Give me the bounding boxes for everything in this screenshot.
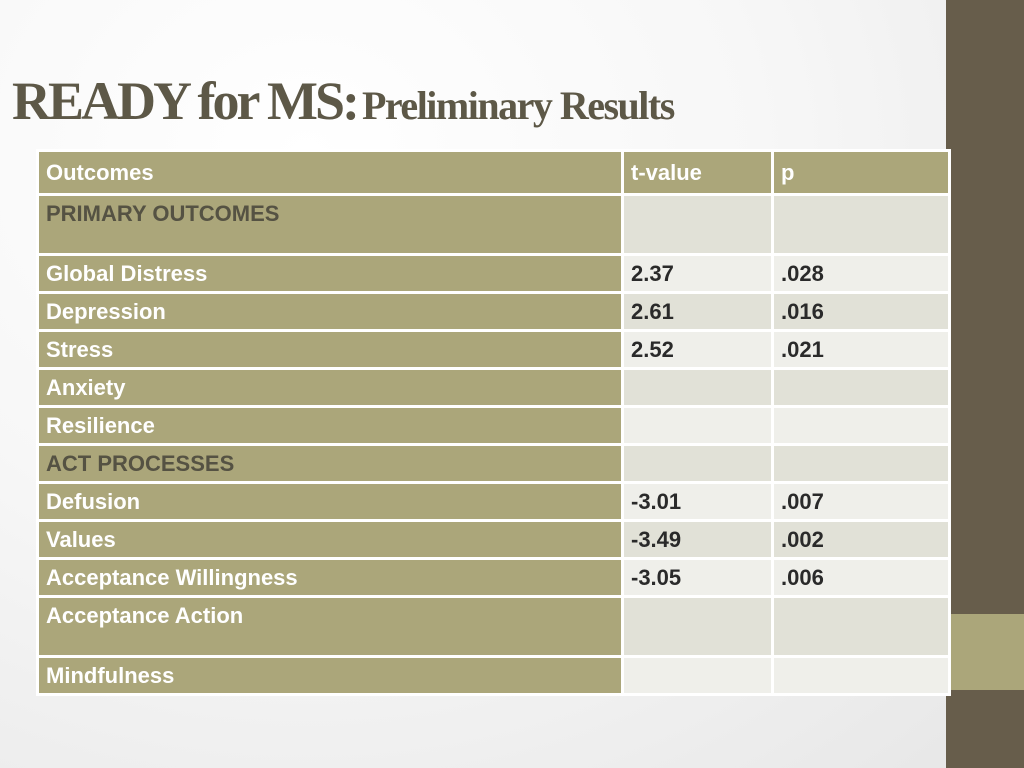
table-row-anxiety: Anxiety [36,367,951,408]
row-t-value [621,193,774,256]
title-main: READY for MS: [12,71,360,131]
title-sub: Preliminary Results [361,83,675,128]
row-t-value: -3.49 [621,519,774,560]
row-t-value [621,655,774,696]
row-t-value: -3.05 [621,557,774,598]
row-p-value [771,193,951,256]
row-label: PRIMARY OUTCOMES [36,193,624,256]
header-t-value: t-value [621,149,774,196]
row-t-value [621,405,774,446]
row-t-value [621,595,774,658]
row-p-value: .007 [771,481,951,522]
row-t-value: 2.61 [621,291,774,332]
row-p-value [771,443,951,484]
side-decor-accent [946,614,1024,690]
row-label: Resilience [36,405,624,446]
row-label: Stress [36,329,624,370]
header-p: p [771,149,951,196]
table-row-global-distress: Global Distress 2.37 .028 [36,253,951,294]
row-label: ACT PROCESSES [36,443,624,484]
row-label: Depression [36,291,624,332]
row-label: Defusion [36,481,624,522]
row-label: Global Distress [36,253,624,294]
row-label: Anxiety [36,367,624,408]
row-label: Acceptance Willingness [36,557,624,598]
row-t-value: 2.37 [621,253,774,294]
header-outcomes: Outcomes [36,149,624,196]
row-label: Values [36,519,624,560]
row-p-value [771,595,951,658]
slide-title: READY for MS: Preliminary Results [12,70,675,132]
row-p-value: .002 [771,519,951,560]
results-table: Outcomes t-value p PRIMARY OUTCOMES Glob… [36,149,951,696]
table-row-defusion: Defusion -3.01 .007 [36,481,951,522]
row-p-value: .028 [771,253,951,294]
table-header-row: Outcomes t-value p [36,149,951,196]
row-p-value [771,655,951,696]
row-t-value: -3.01 [621,481,774,522]
row-p-value: .006 [771,557,951,598]
row-p-value: .021 [771,329,951,370]
row-p-value [771,405,951,446]
table-row-acceptance-action: Acceptance Action [36,595,951,658]
table-row-values: Values -3.49 .002 [36,519,951,560]
row-label: Acceptance Action [36,595,624,658]
table-row-act-processes: ACT PROCESSES [36,443,951,484]
table-row-resilience: Resilience [36,405,951,446]
row-t-value [621,443,774,484]
row-t-value: 2.52 [621,329,774,370]
table-row-stress: Stress 2.52 .021 [36,329,951,370]
row-t-value [621,367,774,408]
table-row-mindfulness: Mindfulness [36,655,951,696]
table-row-depression: Depression 2.61 .016 [36,291,951,332]
row-label: Mindfulness [36,655,624,696]
row-p-value: .016 [771,291,951,332]
table-row-primary-outcomes: PRIMARY OUTCOMES [36,193,951,256]
row-p-value [771,367,951,408]
table-row-acceptance-willingness: Acceptance Willingness -3.05 .006 [36,557,951,598]
